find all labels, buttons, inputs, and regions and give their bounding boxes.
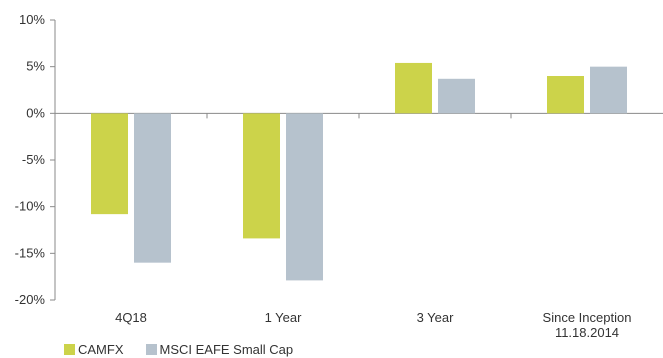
x-category-label: 11.18.2014	[555, 325, 619, 340]
x-category-label: 4Q18	[115, 310, 147, 325]
y-tick-label: 5%	[26, 59, 45, 74]
bar-camfx-3	[547, 76, 584, 114]
x-category-label: 1 Year	[265, 310, 303, 325]
bar-msci-1	[286, 113, 323, 281]
legend-label-camfx: CAMFX	[78, 342, 124, 357]
bar-msci-2	[438, 78, 475, 114]
legend-swatch-camfx	[64, 344, 75, 355]
y-tick-label: -15%	[15, 245, 46, 260]
legend-item-msci: MSCI EAFE Small Cap	[145, 342, 294, 357]
bar-msci-0	[134, 113, 171, 263]
legend-label-msci: MSCI EAFE Small Cap	[159, 342, 294, 357]
bar-camfx-0	[91, 113, 128, 215]
x-category-label: 3 Year	[417, 310, 455, 325]
bar-camfx-1	[243, 113, 280, 239]
legend-swatch-msci	[145, 344, 157, 355]
bar-camfx-2	[395, 62, 432, 114]
legend: CAMFX MSCI EAFE Small Cap	[64, 342, 293, 357]
y-tick-label: 0%	[26, 105, 45, 120]
y-tick-label: 10%	[19, 12, 45, 27]
x-category-label: Since Inception	[543, 310, 632, 325]
y-tick-label: -10%	[15, 199, 46, 214]
bar-msci-3	[590, 66, 627, 114]
y-tick-label: -5%	[22, 152, 46, 167]
legend-item-camfx: CAMFX	[64, 342, 124, 357]
y-tick-label: -20%	[15, 292, 46, 307]
